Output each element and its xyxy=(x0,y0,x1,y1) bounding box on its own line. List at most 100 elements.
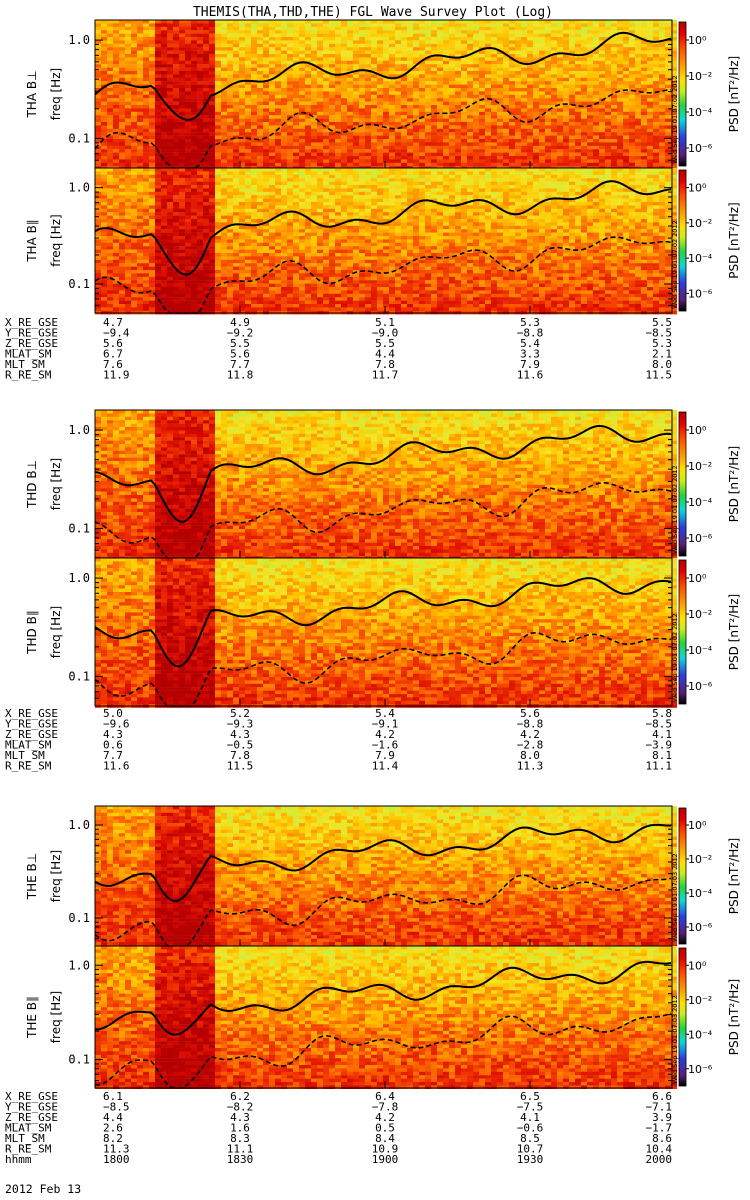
heatmap-cell xyxy=(455,81,461,85)
heatmap-cell xyxy=(191,64,197,68)
heatmap-cell xyxy=(203,118,209,123)
heatmap-cell xyxy=(659,64,665,68)
heatmap-cell xyxy=(419,50,425,55)
heatmap-cell xyxy=(611,128,617,133)
heatmap-cell xyxy=(431,88,437,92)
heatmap-cell xyxy=(431,33,437,38)
heatmap-cell xyxy=(443,108,449,112)
heatmap-cell xyxy=(233,128,239,133)
heatmap-cell xyxy=(605,145,611,150)
heatmap-cell xyxy=(287,84,293,89)
heatmap-cell xyxy=(623,60,629,65)
heatmap-cell xyxy=(515,57,521,61)
heatmap-cell xyxy=(317,77,323,82)
heatmap-cell xyxy=(317,139,323,143)
heatmap-cell xyxy=(155,111,161,116)
heatmap-cell xyxy=(179,249,185,254)
heatmap-cell xyxy=(365,159,371,163)
heatmap-cell xyxy=(569,132,575,136)
heatmap-cell xyxy=(131,232,137,237)
heatmap-cell xyxy=(533,54,539,58)
heatmap-cell xyxy=(305,23,311,27)
heatmap-cell xyxy=(311,60,317,65)
heatmap-cell xyxy=(143,108,149,112)
heatmap-cell xyxy=(521,91,527,95)
heatmap-cell xyxy=(605,54,611,58)
heatmap-cell xyxy=(665,142,671,146)
heatmap-cell xyxy=(119,43,125,48)
heatmap-cell xyxy=(287,88,293,92)
heatmap-cell xyxy=(437,94,443,99)
heatmap-cell xyxy=(155,174,161,179)
heatmap-cell xyxy=(95,152,101,157)
heatmap-cell xyxy=(599,33,605,38)
heatmap-cell xyxy=(407,98,413,102)
heatmap-cell xyxy=(113,47,119,51)
heatmap-cell xyxy=(365,108,371,112)
heatmap-cell xyxy=(209,64,215,68)
heatmap-cell xyxy=(125,208,131,213)
heatmap-cell xyxy=(563,94,569,99)
heatmap-cell xyxy=(491,40,497,44)
heatmap-cell xyxy=(539,43,545,48)
heatmap-cell xyxy=(659,122,665,126)
heatmap-cell xyxy=(107,273,113,277)
heatmap-cell xyxy=(311,37,317,41)
heatmap-cell xyxy=(323,98,329,102)
heatmap-cell xyxy=(359,74,365,78)
heatmap-cell xyxy=(515,125,521,129)
heatmap-cell xyxy=(239,81,245,85)
heatmap-cell xyxy=(629,125,635,129)
heatmap-cell xyxy=(371,108,377,112)
heatmap-cell xyxy=(575,145,581,150)
heatmap-cell xyxy=(587,74,593,78)
heatmap-cell xyxy=(485,162,491,167)
heatmap-cell xyxy=(167,20,173,24)
heatmap-cell xyxy=(557,81,563,85)
heatmap-cell xyxy=(587,105,593,109)
heatmap-cell xyxy=(341,71,347,75)
heatmap-cell xyxy=(335,156,341,160)
heatmap-cell xyxy=(365,156,371,160)
heatmap-cell xyxy=(155,71,161,75)
heatmap-cell xyxy=(425,37,431,41)
heatmap-cell xyxy=(455,152,461,157)
heatmap-cell xyxy=(101,33,107,38)
heatmap-cell xyxy=(437,64,443,68)
heatmap-cell xyxy=(575,77,581,82)
heatmap-cell xyxy=(101,145,107,150)
heatmap-cell xyxy=(389,101,395,106)
heatmap-cell xyxy=(197,91,203,95)
heatmap-cell xyxy=(299,74,305,78)
heatmap-cell xyxy=(161,50,167,55)
heatmap-cell xyxy=(635,125,641,129)
heatmap-cell xyxy=(215,156,221,160)
heatmap-cell xyxy=(221,26,227,31)
heatmap-cell xyxy=(149,293,155,298)
heatmap-cell xyxy=(545,145,551,150)
heatmap-cell xyxy=(569,142,575,146)
heatmap-cell xyxy=(593,128,599,133)
heatmap-cell xyxy=(119,280,125,284)
heatmap-cell xyxy=(173,297,179,301)
heatmap-cell xyxy=(455,43,461,48)
heatmap-cell xyxy=(575,135,581,140)
heatmap-cell xyxy=(269,57,275,61)
heatmap-cell xyxy=(407,156,413,160)
heatmap-cell xyxy=(275,37,281,41)
heatmap-cell xyxy=(311,152,317,157)
heatmap-cell xyxy=(317,30,323,34)
heatmap-cell xyxy=(233,159,239,163)
heatmap-cell xyxy=(227,125,233,129)
heatmap-cell xyxy=(161,30,167,34)
heatmap-cell xyxy=(419,84,425,89)
heatmap-cell xyxy=(419,67,425,72)
heatmap-cell xyxy=(599,132,605,136)
heatmap-cell xyxy=(203,60,209,65)
colorbar-tick-label: 10⁻² xyxy=(688,70,712,83)
heatmap-cell xyxy=(611,159,617,163)
heatmap-cell xyxy=(101,174,107,179)
heatmap-cell xyxy=(365,162,371,167)
heatmap-cell xyxy=(209,101,215,106)
heatmap-cell xyxy=(179,266,185,271)
